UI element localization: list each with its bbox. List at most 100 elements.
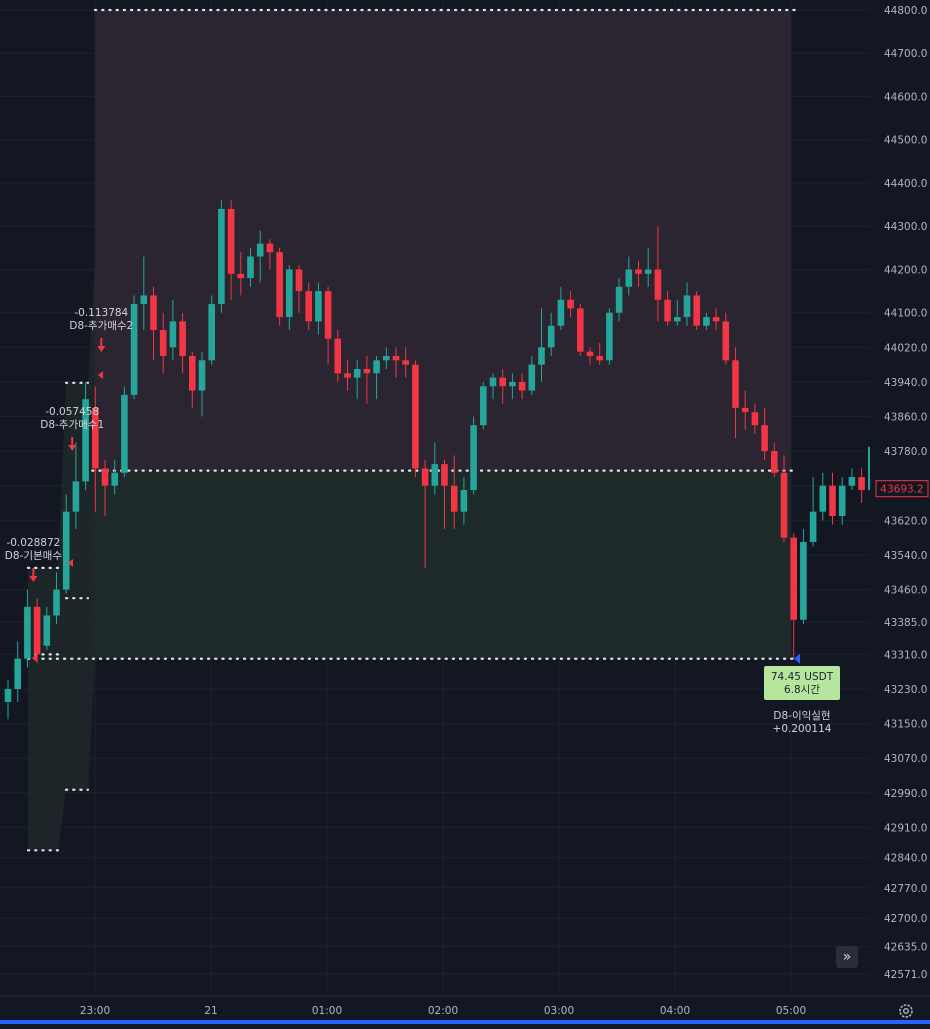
candle [227, 200, 235, 300]
candle [159, 312, 167, 374]
candle-body [140, 295, 148, 305]
candle [140, 256, 148, 331]
price-axis-tick: 42910.0 [884, 822, 927, 834]
time-axis-tick: 05:00 [776, 1005, 806, 1017]
candle-body [14, 658, 21, 689]
price-axis-tick: 43780.0 [884, 446, 927, 458]
candle [198, 351, 206, 417]
candle [635, 260, 642, 287]
candle-body [809, 511, 817, 542]
candle-body [305, 291, 312, 322]
candle-body [606, 312, 613, 361]
candle [538, 308, 545, 382]
candle [43, 606, 51, 651]
candle [363, 355, 371, 404]
candle-body [547, 325, 555, 348]
time-axis-tick: 04:00 [660, 1005, 690, 1017]
candle [169, 299, 177, 361]
price-axis-tick: 42990.0 [884, 788, 927, 800]
candle-body [431, 464, 439, 486]
candle [858, 468, 865, 504]
candle [237, 252, 245, 296]
candle [130, 295, 138, 400]
candle-body [450, 485, 458, 512]
candle-body [130, 304, 138, 395]
price-axis-tick: 43620.0 [884, 515, 927, 527]
candle [179, 312, 186, 374]
price-axis-tick: 44500.0 [884, 135, 927, 147]
candle-body [800, 541, 807, 620]
candle-body [4, 688, 12, 702]
fill-marker-icon [32, 654, 37, 662]
price-axis-tick: 44020.0 [884, 342, 927, 354]
entry-name-label: D8-추가매수2 [69, 320, 133, 332]
entry-value-label: -0.113784 [74, 307, 128, 319]
candle [286, 265, 293, 331]
candle-body [509, 381, 516, 387]
candle [14, 641, 21, 702]
price-axis-tick: 43460.0 [884, 585, 927, 597]
scroll-to-realtime-button[interactable]: » [836, 946, 858, 968]
price-axis-tick: 42571.0 [884, 969, 927, 981]
price-axis-tick: 44700.0 [884, 48, 927, 60]
candle [480, 381, 487, 430]
candle-body [344, 373, 351, 378]
candle-body [111, 472, 118, 486]
candle [771, 442, 778, 478]
exit-name-label: D8-이익실현 [773, 710, 830, 722]
candle [373, 355, 380, 400]
candle-body [208, 304, 215, 361]
candle-body [460, 490, 468, 512]
candle-body [402, 360, 409, 365]
gear-icon[interactable] [897, 1002, 915, 1020]
candle [809, 477, 817, 547]
candle-body [703, 317, 710, 326]
profit-zone [95, 10, 791, 471]
profit-summary-amount: 74.45 USDT [771, 671, 834, 683]
candle [315, 282, 322, 335]
candle [693, 291, 700, 331]
candle-body [499, 377, 506, 387]
price-axis-tick: 43860.0 [884, 412, 927, 424]
candle-body [518, 381, 526, 391]
candle-body [353, 368, 361, 378]
candle-body [363, 368, 371, 374]
candle [276, 247, 283, 326]
candle [848, 468, 856, 491]
candle-body [266, 243, 274, 253]
price-axis-tick: 44100.0 [884, 308, 927, 320]
candle [509, 373, 516, 400]
candle-body [62, 511, 70, 590]
candle-body [72, 481, 80, 512]
price-axis-tick: 44600.0 [884, 91, 927, 103]
candle [838, 477, 846, 525]
price-axis-tick: 43940.0 [884, 377, 927, 389]
candle-body [586, 351, 594, 356]
candle [24, 589, 31, 668]
candle [460, 477, 468, 525]
price-axis-tick: 43540.0 [884, 550, 927, 562]
candle-body [615, 286, 623, 313]
candle-body [838, 485, 846, 517]
candle [567, 291, 574, 318]
candle [324, 286, 332, 365]
candle-body [150, 295, 157, 331]
candle [208, 295, 215, 365]
candle [557, 286, 565, 331]
entry-value-label: -0.057458 [45, 406, 99, 418]
candle-body [421, 468, 429, 486]
candle-body [324, 291, 332, 339]
price-axis-tick: 42770.0 [884, 883, 927, 895]
current-price-tag [875, 480, 929, 498]
candle [722, 312, 730, 365]
candle [121, 386, 128, 478]
candle-body [664, 299, 671, 322]
entry-arrow-icon [68, 445, 77, 451]
candle [111, 459, 118, 495]
